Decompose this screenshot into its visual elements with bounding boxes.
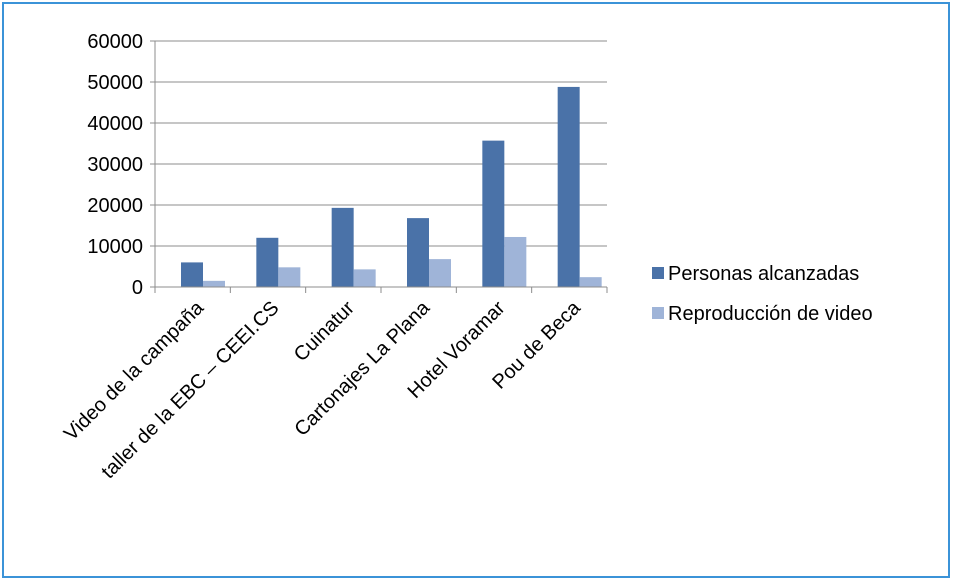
y-tick-label: 30000 — [87, 154, 143, 176]
x-category-label: Cuinatur — [290, 297, 359, 366]
bar-reproduccion-de-video — [504, 237, 526, 287]
y-tick-labels: 0 10000 20000 30000 40000 50000 60000 — [87, 31, 143, 299]
bar-personas-alcanzadas — [256, 238, 278, 287]
legend-label: Personas alcanzadas — [668, 263, 859, 285]
legend: Personas alcanzadas Reproducción de video — [652, 263, 873, 325]
y-tick-label: 60000 — [87, 31, 143, 53]
bar-personas-alcanzadas — [407, 218, 429, 287]
axes — [150, 41, 607, 293]
y-tick-label: 50000 — [87, 72, 143, 94]
bars — [181, 87, 602, 287]
bar-reproduccion-de-video — [580, 277, 602, 287]
y-tick-label: 10000 — [87, 236, 143, 258]
y-tick-label: 20000 — [87, 195, 143, 217]
legend-swatch — [652, 307, 664, 319]
bar-personas-alcanzadas — [482, 141, 504, 287]
x-category-label: Video de la campaña — [60, 296, 209, 445]
bar-chart: 0 10000 20000 30000 40000 50000 60000 Video de… — [4, 4, 948, 576]
legend-item: Personas alcanzadas — [652, 263, 859, 285]
bar-reproduccion-de-video — [278, 267, 300, 287]
bar-personas-alcanzadas — [558, 87, 580, 287]
bar-reproduccion-de-video — [429, 259, 451, 287]
legend-swatch — [652, 267, 664, 279]
legend-item: Reproducción de video — [652, 303, 873, 325]
bar-reproduccion-de-video — [354, 269, 376, 287]
bar-personas-alcanzadas — [332, 208, 354, 287]
bar-personas-alcanzadas — [181, 262, 203, 287]
bar-reproduccion-de-video — [203, 281, 225, 287]
legend-label: Reproducción de video — [668, 303, 873, 325]
y-tick-label: 0 — [132, 277, 143, 299]
x-category-label: Cartonajes La Plana — [290, 296, 434, 440]
y-tick-label: 40000 — [87, 113, 143, 135]
gridlines — [155, 41, 607, 246]
